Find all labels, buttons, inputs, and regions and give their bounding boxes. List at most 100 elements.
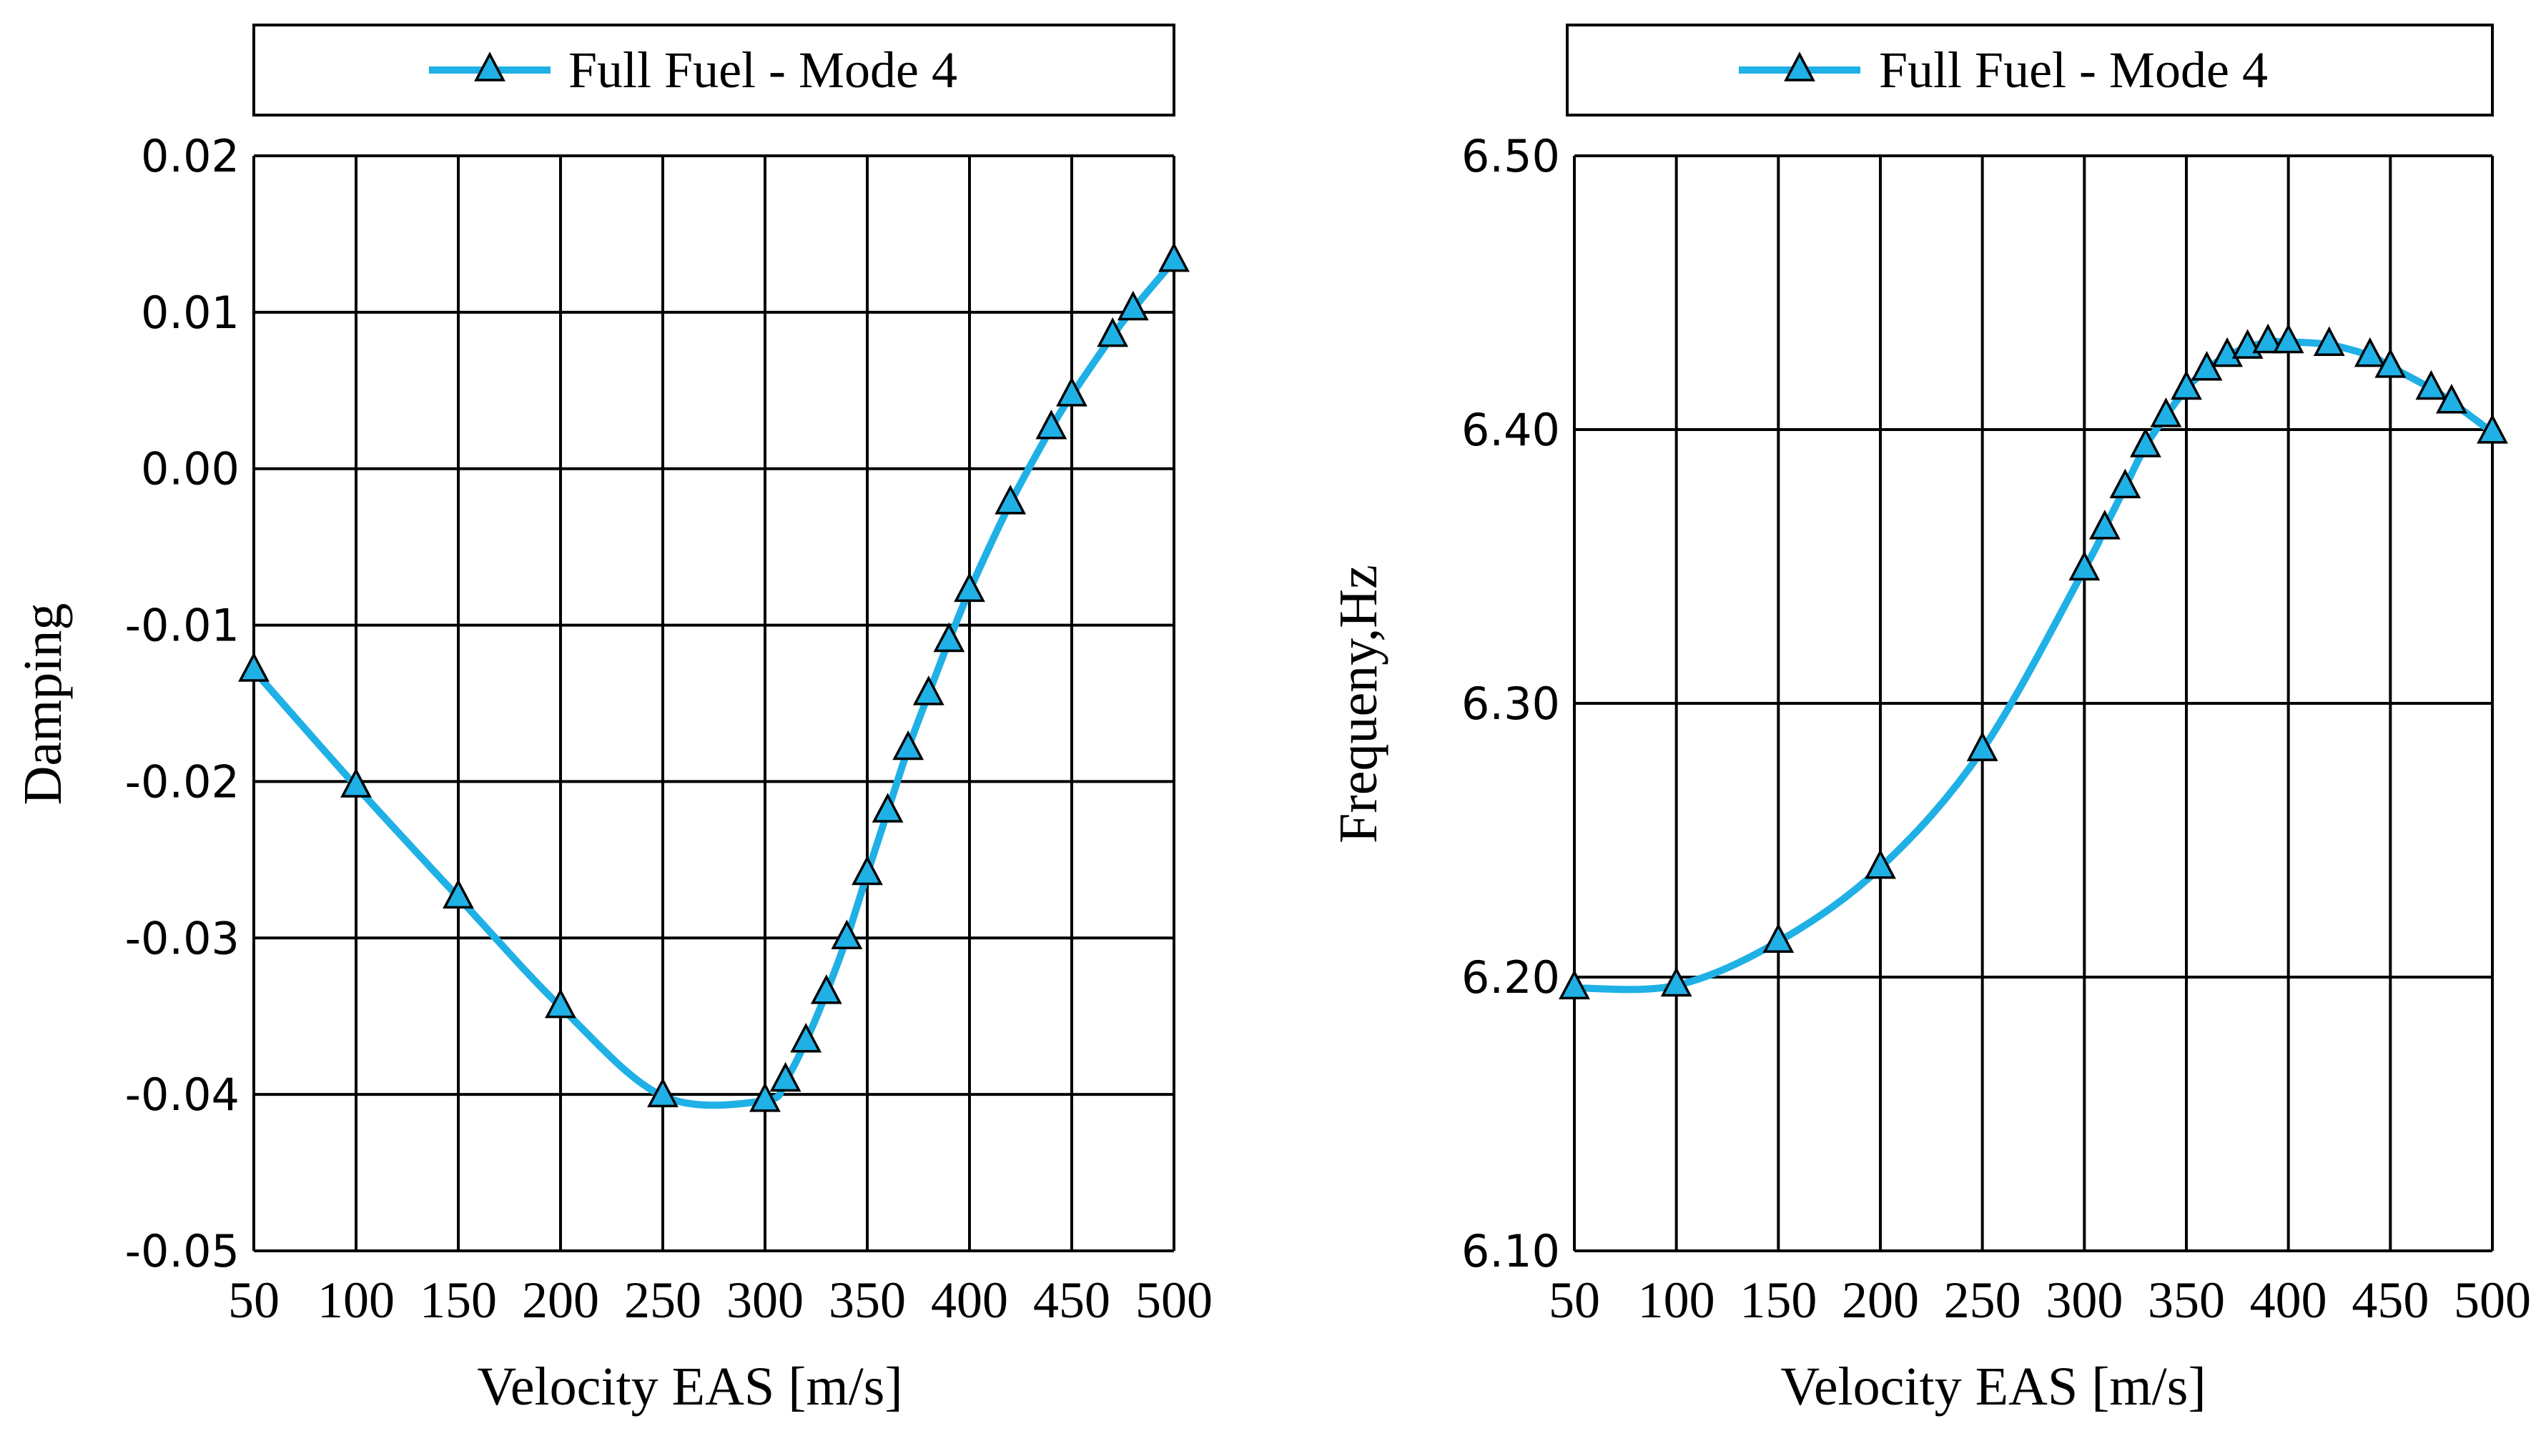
frequency-data-point-300 — [2068, 550, 2101, 581]
frequency-y-axis-title: Frequeny,Hz — [1328, 565, 1388, 843]
frequency-data-point-330 — [2130, 427, 2161, 457]
frequency-data-point-310 — [2088, 510, 2121, 540]
damping-data-point-200 — [545, 988, 576, 1019]
damping-legend-marker-icon — [474, 51, 505, 81]
frequency-x-tick-label: 350 — [2148, 1272, 2225, 1329]
damping-x-tick-label: 500 — [1135, 1272, 1213, 1329]
damping-x-tick-label: 200 — [522, 1272, 599, 1329]
damping-x-tick-label: 350 — [829, 1272, 906, 1329]
damping-data-point-250 — [647, 1077, 679, 1108]
damping-data-point-300 — [749, 1082, 781, 1112]
frequency-x-axis-title: Velocity EAS [m/s] — [1780, 1357, 2206, 1417]
frequency-data-point-340 — [2150, 397, 2182, 427]
frequency-x-tick-label: 450 — [2352, 1272, 2429, 1329]
frequency-data-point-440 — [2354, 337, 2386, 367]
damping-data-point-480 — [1117, 290, 1149, 321]
damping-x-tick-label: 300 — [726, 1272, 804, 1329]
frequency-data-point-500 — [2477, 414, 2508, 444]
frequency-x-tick-label: 200 — [1842, 1272, 1919, 1329]
frequency-gridlines — [1573, 154, 2494, 1252]
damping-x-tick-label: 250 — [624, 1272, 701, 1329]
damping-series-line — [250, 257, 1178, 1109]
frequency-x-tick-label: 50 — [1549, 1272, 1600, 1329]
damping-x-tick-label: 450 — [1033, 1272, 1110, 1329]
damping-data-point-310 — [769, 1061, 801, 1092]
damping-x-tick-label: 150 — [420, 1272, 497, 1329]
damping-y-tick-label: -0.03 — [125, 912, 240, 964]
damping-y-tick-label: -0.01 — [125, 600, 240, 652]
damping-data-point-100 — [340, 768, 372, 798]
damping-data-point-370 — [892, 730, 924, 761]
damping-y-ticks: 0.02 0.01 0.00 -0.01 -0.02 -0.03 -0.04 -0.05 — [125, 130, 240, 1277]
damping-data-point-320 — [790, 1022, 822, 1053]
damping-data-point-50 — [238, 652, 270, 682]
damping-data-point-390 — [933, 622, 965, 653]
frequency-y-tick-label: 6.30 — [1461, 678, 1560, 730]
frequency-markers — [1559, 323, 2508, 1000]
damping-x-axis-title: Velocity EAS [m/s] — [477, 1357, 902, 1417]
frequency-data-point-320 — [2109, 468, 2141, 499]
frequency-data-point-400 — [2272, 323, 2304, 354]
damping-data-point-360 — [872, 793, 904, 823]
damping-data-point-350 — [852, 855, 883, 886]
frequency-data-point-50 — [1559, 969, 1590, 1000]
frequency-x-tick-label: 300 — [2046, 1272, 2123, 1329]
frequency-data-point-370 — [2211, 337, 2243, 367]
damping-legend: Full Fuel - Mode 4 — [252, 24, 1175, 117]
damping-data-point-380 — [912, 675, 944, 705]
frequency-data-point-350 — [2171, 370, 2202, 400]
damping-x-tick-label: 100 — [317, 1272, 395, 1329]
frequency-x-tick-label: 250 — [1944, 1272, 2021, 1329]
frequency-data-point-480 — [2436, 383, 2467, 414]
damping-y-tick-label: -0.02 — [125, 756, 240, 808]
frequency-data-point-200 — [1865, 849, 1896, 879]
frequency-y-tick-label: 6.40 — [1461, 404, 1560, 456]
damping-y-tick-label: -0.04 — [125, 1069, 240, 1121]
frequency-data-point-420 — [2313, 326, 2345, 357]
damping-y-tick-label: 0.02 — [141, 130, 240, 182]
frequency-data-point-100 — [1660, 966, 1692, 997]
damping-data-point-420 — [995, 485, 1027, 515]
frequency-x-tick-label: 100 — [1638, 1272, 1715, 1329]
damping-x-tick-label: 50 — [228, 1272, 280, 1329]
frequency-data-point-450 — [2374, 348, 2407, 378]
frequency-y-tick-label: 6.20 — [1461, 951, 1560, 1004]
damping-y-tick-label: 0.00 — [141, 443, 240, 495]
damping-data-point-340 — [831, 919, 863, 950]
frequency-x-ticks: 50 100 150 200 250 300 350 400 450 500 — [1549, 1272, 2531, 1329]
damping-markers — [238, 242, 1190, 1112]
damping-gridlines — [252, 154, 1175, 1252]
frequency-data-point-470 — [2415, 370, 2447, 400]
damping-data-point-150 — [443, 878, 474, 909]
damping-x-ticks: 50 100 150 200 250 300 350 400 450 500 — [228, 1272, 1213, 1329]
frequency-legend-label: Full Fuel - Mode 4 — [1879, 41, 2268, 99]
frequency-data-point-390 — [2252, 323, 2284, 354]
damping-data-point-500 — [1158, 242, 1190, 272]
damping-data-point-470 — [1097, 317, 1129, 347]
frequency-y-tick-label: 6.50 — [1461, 130, 1560, 182]
frequency-y-ticks: 6.50 6.40 6.30 6.20 6.10 — [1461, 130, 1560, 1277]
damping-legend-box — [252, 24, 1175, 117]
damping-y-tick-label: -0.05 — [125, 1225, 240, 1277]
frequency-legend-marker-icon — [1784, 51, 1815, 81]
frequency-y-tick-label: 6.10 — [1461, 1225, 1560, 1277]
frequency-legend: Full Fuel - Mode 4 — [1566, 24, 2494, 117]
frequency-x-tick-label: 150 — [1740, 1272, 1817, 1329]
damping-chart: Full Fuel - Mode 4 0.02 0.01 0.00 -0.01 -0.0… — [13, 24, 1213, 1417]
damping-legend-label: Full Fuel - Mode 4 — [568, 41, 957, 99]
frequency-data-point-250 — [1966, 731, 1998, 761]
damping-y-tick-label: 0.01 — [141, 287, 240, 339]
damping-data-point-440 — [1035, 410, 1067, 440]
frequency-series-line — [1571, 337, 2496, 994]
frequency-chart: Full Fuel - Mode 4 6.506.406.306.206.10 … — [1328, 24, 2531, 1417]
frequency-x-tick-label: 400 — [2250, 1272, 2327, 1329]
frequency-legend-box — [1566, 24, 2494, 117]
damping-x-tick-label: 400 — [931, 1272, 1008, 1329]
damping-data-point-400 — [954, 572, 985, 603]
frequency-data-point-150 — [1762, 923, 1795, 953]
frequency-x-tick-label: 500 — [2454, 1272, 2531, 1329]
damping-y-axis-title: Damping — [13, 603, 73, 806]
damping-data-point-450 — [1056, 377, 1087, 407]
damping-data-point-330 — [810, 974, 842, 1004]
